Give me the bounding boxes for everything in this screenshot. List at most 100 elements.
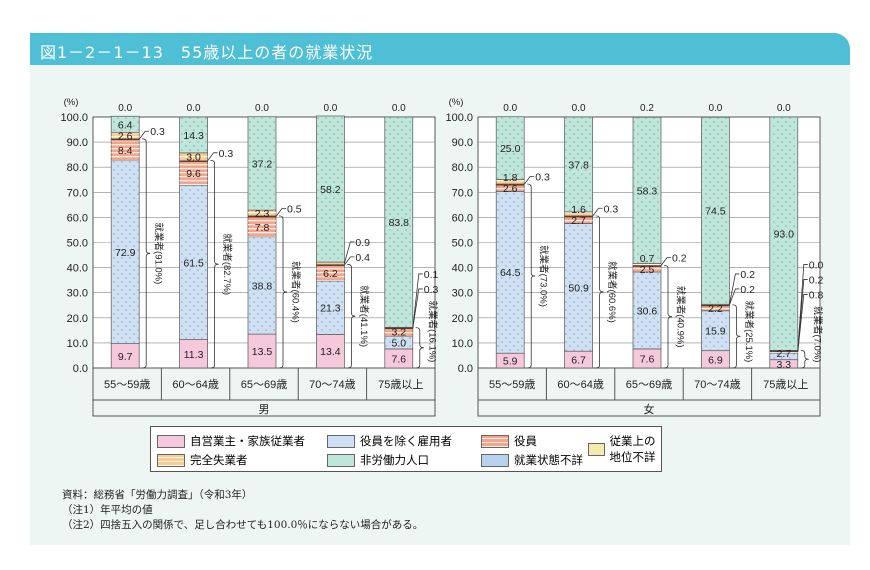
employed-label: 就業者(82.7%) — [221, 233, 233, 295]
bar-segment-pattern — [316, 115, 345, 263]
employed-label: 就業者(25.1%) — [743, 301, 755, 363]
data-label: 25.0 — [500, 143, 521, 155]
callout-line — [344, 256, 355, 266]
data-label: 2.3 — [255, 208, 270, 220]
data-label: 5.0 — [391, 338, 406, 350]
callout-line — [207, 152, 218, 162]
title-banner: 図1－2－1－13 55歳以上の者の就業状況 — [30, 33, 850, 65]
y-tick-label: 20.0 — [67, 313, 88, 325]
bar-segment-status-unknown — [111, 138, 140, 141]
bar-segment — [247, 333, 277, 369]
bar-segment-pattern — [111, 139, 140, 161]
y-tick-label: 40.0 — [67, 263, 88, 275]
category-label: 75歳以上 — [378, 378, 423, 391]
y-tick-label: 20.0 — [452, 313, 473, 325]
legend-swatch — [327, 434, 355, 448]
legend-swatch — [481, 434, 509, 448]
y-tick-label: 10.0 — [67, 338, 88, 350]
callout-line — [660, 257, 671, 266]
callout-label: 0.2 — [740, 269, 755, 281]
y-tick-label: 100.0 — [445, 112, 473, 124]
data-label: 21.3 — [320, 303, 341, 315]
data-label: 7.6 — [640, 353, 655, 365]
data-label-top: 0.0 — [187, 103, 201, 114]
data-label: 83.8 — [389, 217, 410, 229]
bar-segment-status-unknown — [248, 215, 276, 218]
bar-segment-pattern — [384, 336, 413, 349]
bar-segment-pattern — [701, 305, 730, 311]
data-label: 9.7 — [118, 351, 133, 363]
data-label: 58.2 — [320, 184, 341, 196]
callout-line — [138, 130, 150, 140]
data-label: 74.5 — [705, 206, 726, 218]
bar-segment — [110, 343, 140, 369]
bar-segment-pattern — [496, 184, 525, 192]
bar-segment-status-unknown — [316, 264, 345, 266]
data-label: 93.0 — [774, 229, 795, 241]
data-label: 58.3 — [637, 185, 658, 197]
data-label-top: 0.0 — [255, 103, 269, 114]
data-label: 3.0 — [186, 152, 201, 164]
legend-item: 非労働力人口 — [327, 452, 429, 468]
y-tick-label: 50.0 — [67, 238, 88, 250]
bar-segment-pattern — [564, 223, 593, 352]
data-label: 2.7 — [571, 215, 586, 227]
note-2: （注2）四捨五入の関係で、足し合わせても100.0％にならない場合がある。 — [62, 519, 424, 531]
bar-segment-pattern — [316, 280, 345, 335]
data-label: 1.8 — [503, 172, 518, 184]
callout-label: 0.3 — [150, 126, 165, 138]
category-label: 70～74歳 — [309, 378, 355, 391]
bar-segment-pattern — [248, 210, 276, 216]
callout-label: 0.4 — [355, 252, 370, 264]
bar-segment-pattern — [316, 265, 345, 281]
data-label: 50.9 — [568, 282, 589, 294]
data-label: 8.4 — [118, 145, 133, 157]
employed-label: 就業者(16.1%) — [426, 301, 438, 363]
data-label: 14.3 — [183, 130, 204, 142]
legend-label: 役員 — [514, 434, 537, 448]
employed-brace — [278, 215, 288, 369]
y-tick-label: 60.0 — [452, 212, 473, 224]
category-label: 65～69歳 — [241, 378, 287, 391]
data-label: 9.6 — [186, 168, 201, 180]
data-label: 6.4 — [118, 119, 133, 131]
data-label: 6.9 — [708, 354, 723, 366]
legend-item: 自営業主・家族従業者 — [157, 433, 305, 449]
data-label: 13.5 — [252, 346, 273, 358]
employed-label: 就業者(91.0%) — [153, 223, 165, 285]
callout-label: 0.2 — [809, 274, 824, 286]
bar-segment-pattern — [633, 263, 661, 266]
employed-brace — [347, 263, 356, 369]
bar-segment-pattern — [701, 310, 730, 351]
data-label: 15.9 — [705, 326, 726, 338]
bar-segment-pattern — [248, 217, 276, 237]
data-label: 11.3 — [184, 349, 204, 361]
y-tick-label: 60.0 — [67, 212, 88, 224]
callout-line — [412, 273, 423, 328]
callout-line — [729, 288, 740, 306]
callout-line — [797, 294, 808, 352]
data-label: 6.2 — [323, 268, 338, 280]
footnotes: 資料：総務省「労働力調査」（令和3年） （注1）年平均の値 （注2）四捨五入の関… — [62, 488, 423, 533]
data-label: 64.5 — [500, 267, 521, 279]
data-label: 72.9 — [115, 247, 136, 259]
bar-segment-pattern — [179, 185, 208, 340]
employed-brace — [595, 215, 604, 369]
bar-segment-pattern — [111, 116, 140, 133]
source-note: 資料：総務省「労働力調査」（令和3年） — [62, 489, 253, 501]
y-tick-label: 40.0 — [452, 263, 473, 275]
legend-label: 役員を除く雇用者 — [360, 434, 452, 448]
legend-swatch — [327, 453, 355, 467]
callout-label: 0.2 — [672, 253, 687, 265]
legend-label: 完全失業者 — [190, 453, 248, 467]
y-tick-label: 100.0 — [60, 112, 88, 124]
note-1: （注1）年平均の値 — [62, 504, 153, 516]
data-label: 30.6 — [637, 306, 658, 318]
bar-segment-pattern — [633, 117, 661, 264]
bar-segment-pattern — [111, 160, 140, 344]
legend-swatch — [481, 453, 509, 467]
data-label-top: 0.0 — [118, 103, 132, 114]
category-label: 60～64歳 — [172, 378, 218, 391]
data-label: 2.2 — [708, 303, 723, 315]
employed-brace — [210, 160, 219, 369]
